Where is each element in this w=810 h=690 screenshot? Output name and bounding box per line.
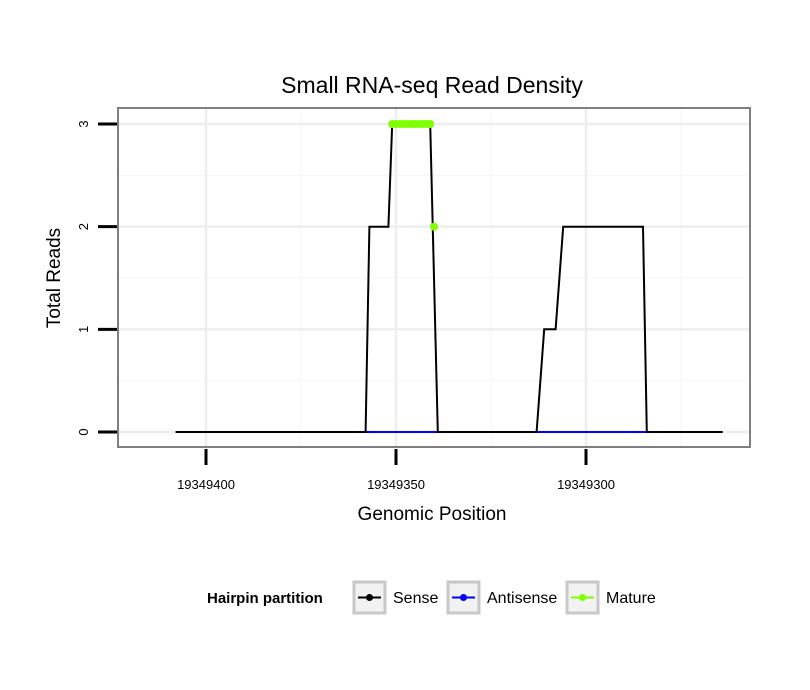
y-axis-title: Total Reads: [44, 228, 65, 328]
data-point-mature: [430, 222, 438, 231]
legend-label-antisense: Antisense: [487, 590, 557, 607]
legend-label-sense: Sense: [393, 590, 438, 607]
legend-label-mature: Mature: [606, 590, 656, 607]
x-tick-label: 19349350: [367, 477, 425, 492]
legend: Hairpin partition Sense Antisense Mature: [207, 580, 656, 615]
x-tick-label: 19349400: [177, 477, 235, 492]
x-tick-label: 19349300: [557, 477, 615, 492]
y-tick-label: 3: [76, 120, 91, 127]
series-layer: [175, 120, 723, 433]
legend-key-sense: [352, 580, 387, 615]
data-point-mature: [426, 120, 435, 128]
legend-point-mature: [579, 594, 586, 601]
legend-title: Hairpin partition: [207, 590, 323, 607]
legend-point-sense: [366, 594, 373, 601]
y-tick-label: 1: [76, 326, 91, 333]
x-axis-title: Genomic Position: [358, 504, 507, 525]
series-line-sense: [175, 123, 723, 433]
y-tick-label: 2: [76, 223, 91, 230]
legend-point-antisense: [460, 594, 467, 601]
plot-panel-border: [117, 107, 751, 448]
axes: 0 1 2 3 19349400 19349350 19349300: [76, 120, 615, 492]
chart-title: Small RNA-seq Read Density: [281, 72, 583, 98]
y-tick-label: 0: [76, 428, 91, 435]
